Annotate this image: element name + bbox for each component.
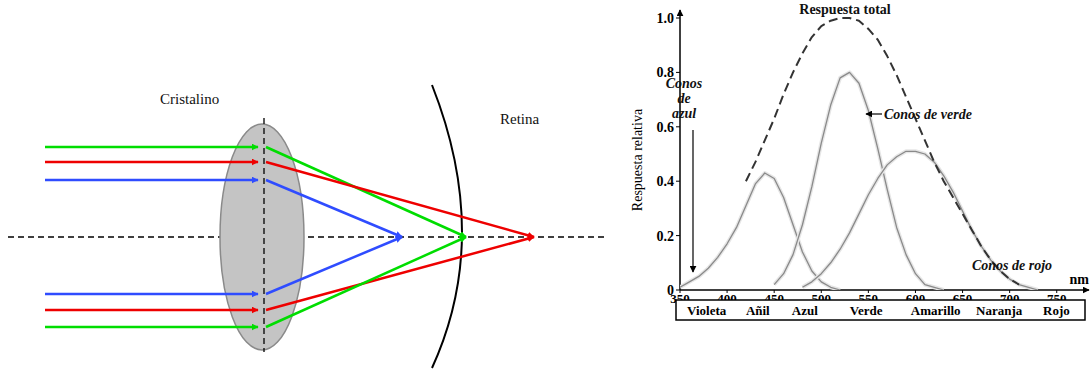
band-label: Rojo: [1043, 303, 1070, 318]
series-label: Conos de rojo: [972, 258, 1052, 273]
incoming-ray: [45, 326, 258, 329]
optical-axis: [8, 236, 606, 237]
band-label: Azul: [792, 303, 818, 318]
y-tick-label: 0.2: [657, 229, 675, 244]
refracted-ray: [266, 237, 402, 294]
label-arrow: [692, 130, 693, 272]
band-label: Violeta: [687, 303, 727, 318]
y-tick: [676, 235, 680, 236]
curve-halo: [774, 72, 944, 290]
spectrum-band: [676, 300, 1085, 320]
refracted-ray: [266, 237, 466, 327]
incoming-ray: [45, 146, 258, 149]
series-line: [746, 18, 1019, 285]
series-line: [680, 173, 840, 290]
y-tick-label: 0.6: [657, 120, 675, 135]
band-label: Verde: [850, 303, 883, 318]
refracted-ray: [266, 180, 402, 237]
lens-label: Cristalino: [160, 91, 219, 107]
x-axis: [680, 289, 1089, 291]
y-tick-label: 0.4: [657, 174, 675, 189]
refracted-ray: [266, 237, 534, 310]
incoming-ray: [45, 179, 258, 182]
lens-diagram: Cristalino Retina: [8, 85, 606, 368]
refracted-ray: [266, 162, 534, 237]
series-label-line: Conos: [666, 76, 703, 91]
band-label: Añil: [746, 303, 770, 318]
series-label: Conos de verde: [884, 107, 972, 122]
lens-plane: [263, 118, 264, 352]
plot-area: [680, 18, 1038, 290]
incoming-ray: [45, 309, 258, 312]
curve-halo: [680, 173, 840, 290]
y-tick: [676, 126, 680, 127]
retina-label: Retina: [500, 111, 539, 127]
y-tick-label: 1.0: [657, 11, 675, 26]
x-axis-label: nm: [1070, 272, 1090, 287]
series-label-line: de: [677, 91, 690, 106]
canvas: CristalinoRetina00.20.40.60.81.035040045…: [0, 0, 1092, 369]
label-arrow: [866, 113, 882, 114]
retina: [432, 85, 462, 368]
series-line: [774, 72, 944, 290]
y-tick: [676, 72, 680, 73]
band-label: Amarillo: [911, 303, 961, 318]
y-axis: [679, 10, 681, 290]
incoming-ray: [45, 293, 258, 296]
refracted-ray: [266, 147, 466, 237]
y-tick: [676, 181, 680, 182]
y-axis-label: Respuesta relativa: [630, 108, 645, 211]
incoming-ray: [45, 161, 258, 164]
y-tick: [676, 18, 680, 19]
series-label: Respuesta total: [799, 2, 890, 17]
series-label: Conosdeazul: [666, 76, 703, 121]
chart: 00.20.40.60.81.0350400450500550600650700…: [630, 2, 1089, 320]
series-label-line: azul: [672, 106, 696, 121]
band-label: Naranja: [976, 303, 1023, 318]
